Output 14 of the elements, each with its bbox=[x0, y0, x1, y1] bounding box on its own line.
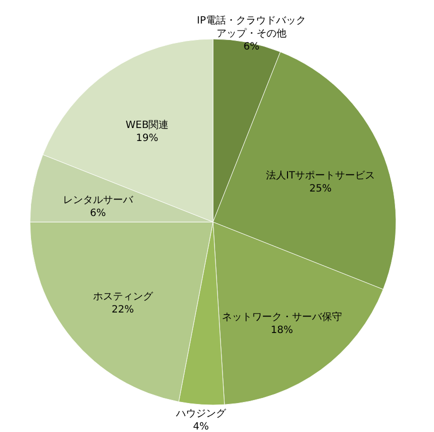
data-label: 19% bbox=[136, 133, 158, 144]
slice-label: ハウジング bbox=[174, 408, 227, 420]
slice-label: IP電話・クラウドバックアップ・その他 bbox=[196, 14, 306, 40]
slice-label: ホスティング bbox=[92, 292, 154, 303]
data-label: 6% bbox=[90, 208, 106, 220]
data-label: 18% bbox=[270, 324, 293, 336]
data-label: 6% bbox=[243, 42, 260, 53]
slice-label: WEB関連 bbox=[126, 119, 169, 132]
slice-label: 法人ITサポートサービス bbox=[266, 169, 376, 182]
slice-label: ネットワーク・サーバ保守 bbox=[222, 310, 342, 323]
slice-label: レンタルサーバ bbox=[62, 195, 134, 206]
data-label: 22% bbox=[112, 304, 134, 316]
data-label: 25% bbox=[309, 183, 332, 194]
data-label: 4% bbox=[193, 422, 209, 432]
